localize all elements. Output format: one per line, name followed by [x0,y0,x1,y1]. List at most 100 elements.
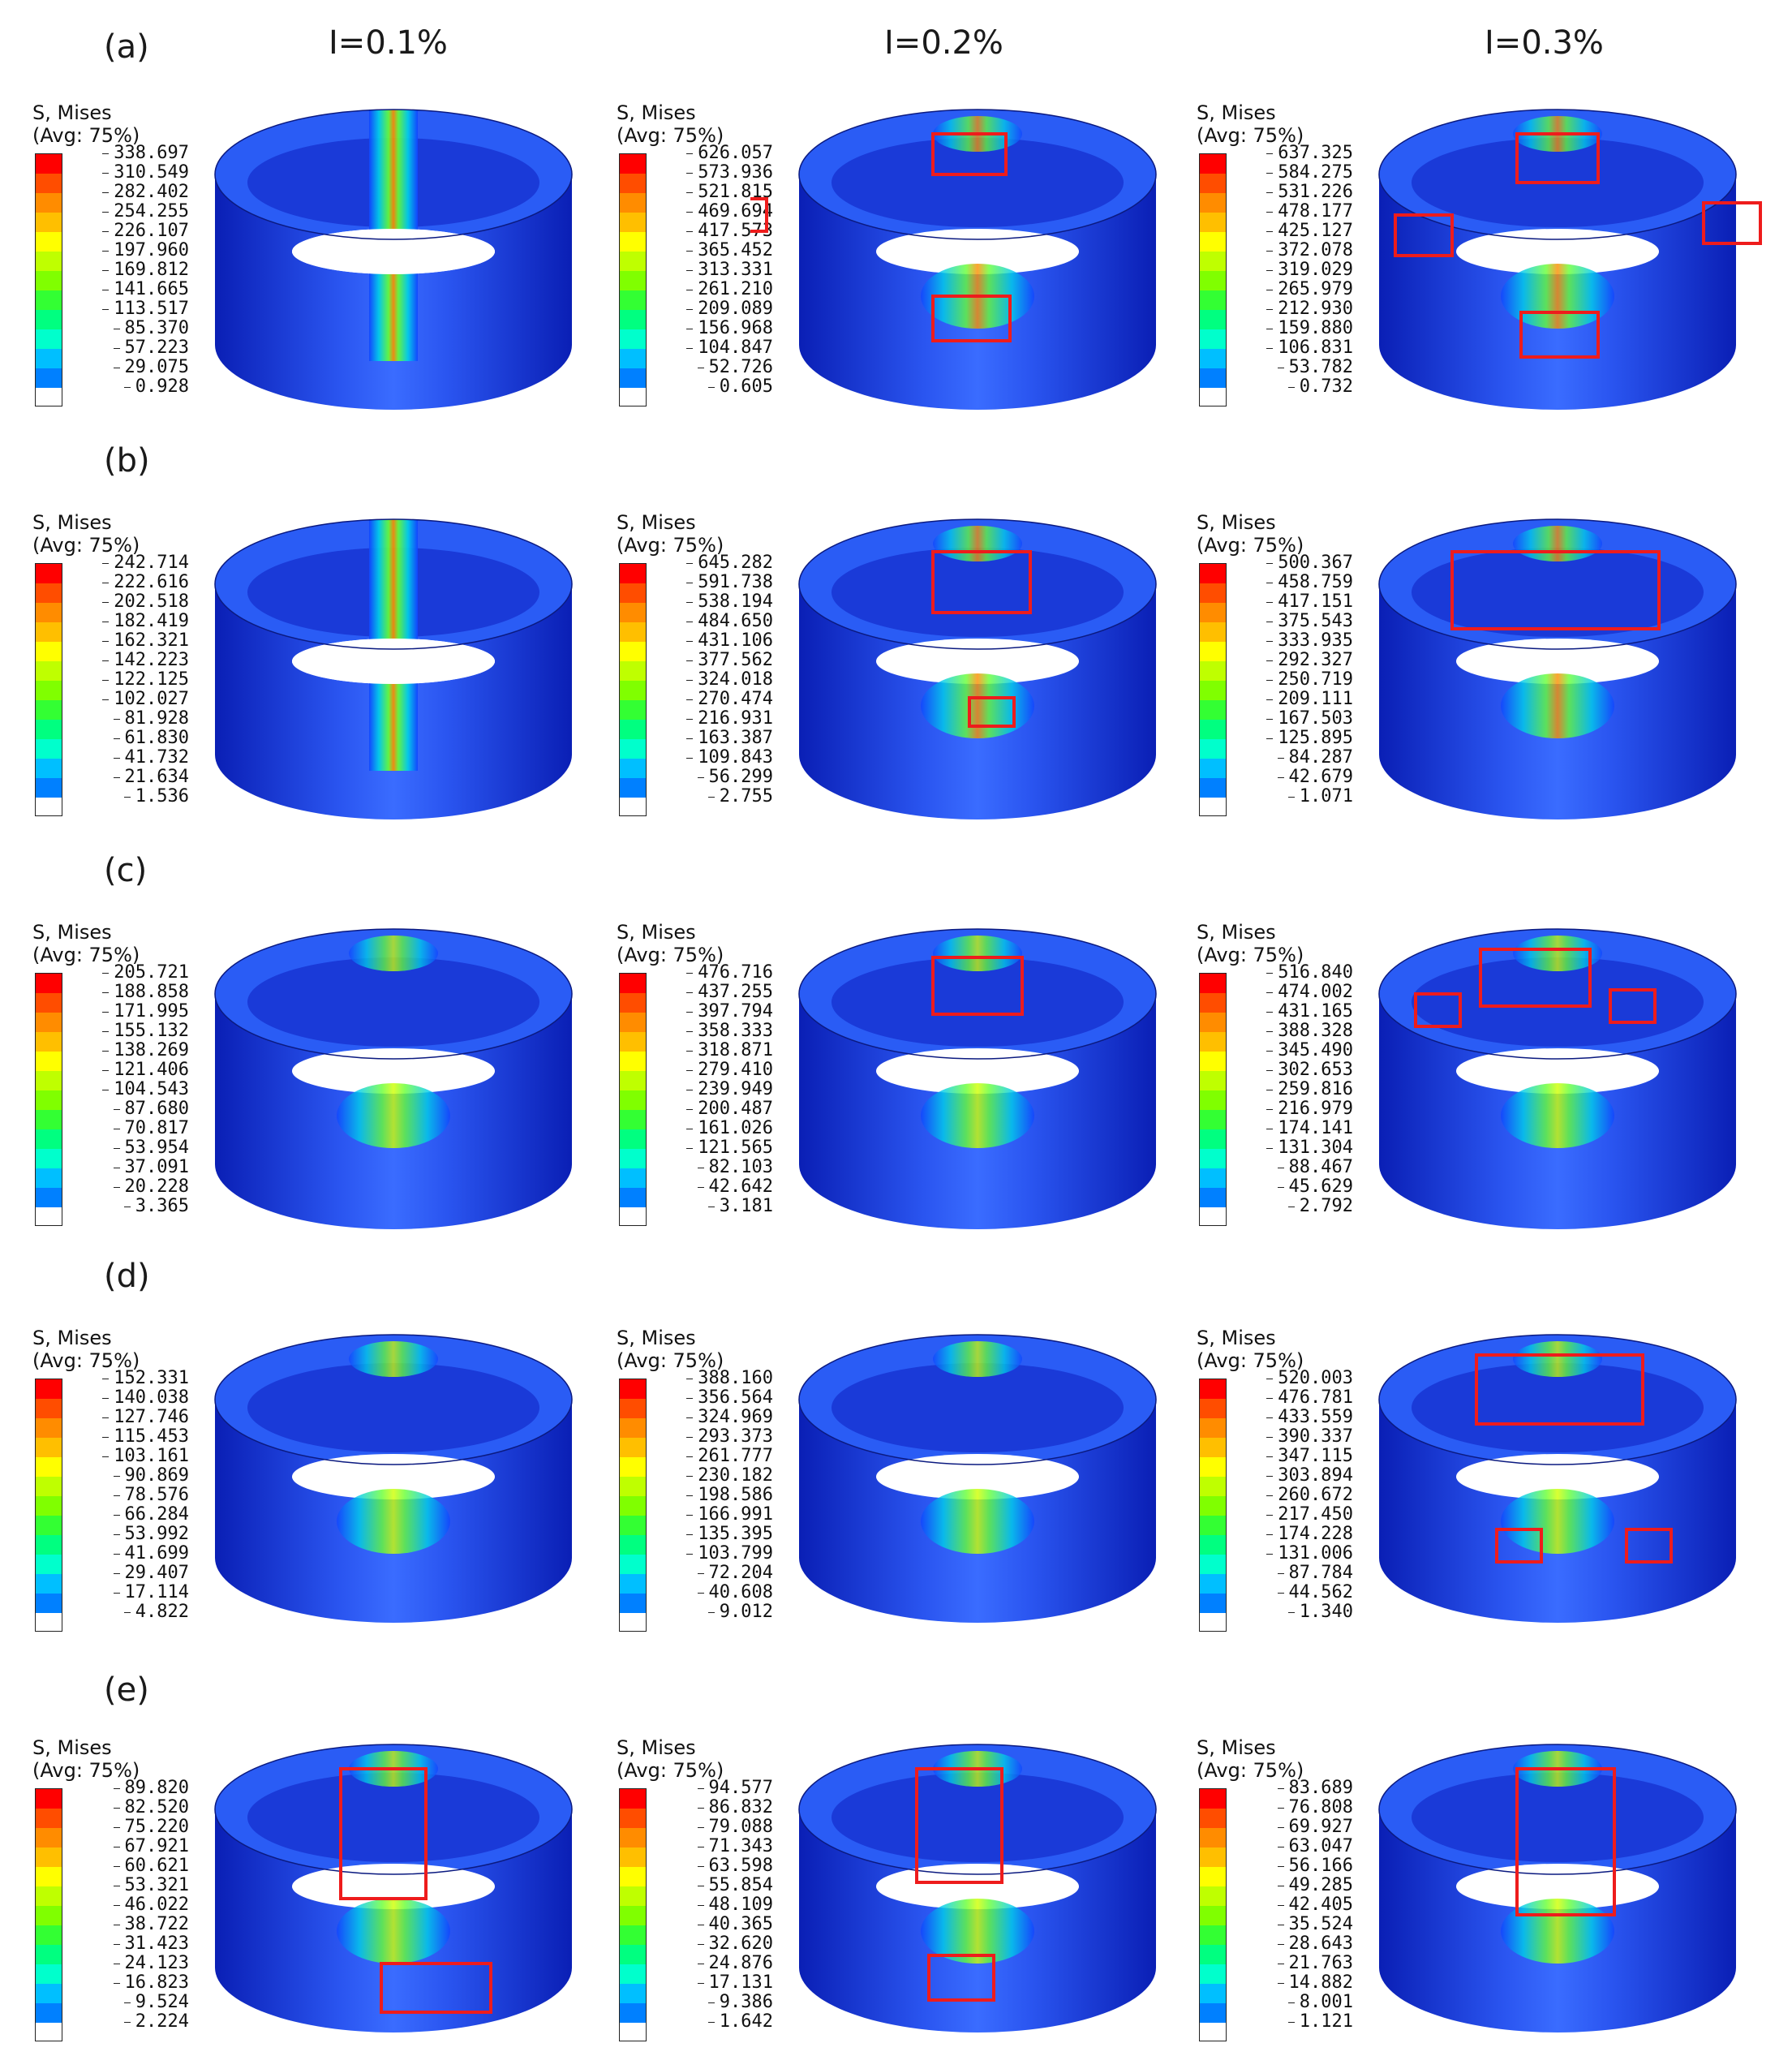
legend-swatch [1200,1906,1226,1925]
legend-tick-label: 103.161 [63,1447,189,1466]
legend-tick-label: 79.088 [647,1817,773,1837]
legend-color-bar [35,563,62,816]
legend-swatch [620,1129,646,1149]
column-header-2: I=0.2% [884,24,1003,62]
legend-tick-label: 174.141 [1227,1119,1353,1138]
legend-swatch [620,271,646,290]
legend-swatch [620,1574,646,1594]
legend-swatch [36,1438,62,1457]
legend-color-bar [35,153,62,406]
legend-swatch [1200,739,1226,759]
legend-tick-label: 32.620 [647,1934,773,1954]
legend-tick-label: 17.131 [647,1973,773,1993]
legend-swatch [36,213,62,232]
legend-tick-label: 55.854 [647,1876,773,1895]
legend-tick-label: 476.716 [647,963,773,983]
legend-swatch [620,1984,646,2003]
legend-swatch [1200,1555,1226,1574]
legend-swatch [620,622,646,642]
contour-legend: S, Mises (Avg: 75%) 242.714 222.616 202.518 1… [32,511,227,836]
stress-ring-model [1378,1334,1737,1623]
legend-swatch [620,1477,646,1496]
legend-swatch [1200,1457,1226,1477]
legend-tick-label: 474.002 [1227,983,1353,1002]
highlight-box [750,197,768,233]
legend-tick-label: 70.817 [63,1119,189,1138]
contour-legend: S, Mises (Avg: 75%) 637.325 584.275 531.226 4… [1197,101,1391,426]
legend-tick-label: 45.629 [1227,1177,1353,1197]
legend-swatch [620,154,646,174]
legend-title: S, Mises [617,921,696,944]
legend-swatch [620,1789,646,1809]
legend-swatch [620,1594,646,1613]
legend-tick-label: 3.365 [63,1197,189,1216]
legend-swatch [620,252,646,271]
legend-swatch [36,1110,62,1129]
legend-tick-label: 121.565 [647,1138,773,1158]
legend-tick-label: 56.299 [647,768,773,787]
legend-tick-label: 345.490 [1227,1041,1353,1060]
legend-swatch [620,1847,646,1867]
highlight-box [1519,311,1600,359]
legend-swatch [620,700,646,720]
legend-swatch [36,232,62,252]
legend-tick-label: 16.823 [63,1973,189,1993]
legend-title: S, Mises [1197,1327,1276,1349]
stress-ring-model [1378,928,1737,1229]
row-label: (a) [104,28,149,66]
legend-tick-label: 538.194 [647,592,773,612]
legend-tick-label: 135.395 [647,1525,773,1544]
legend-swatch [1200,1052,1226,1071]
legend-swatch [1200,1379,1226,1399]
legend-swatch [36,193,62,213]
legend-tick-label: 76.808 [1227,1798,1353,1817]
legend-tick-label: 202.518 [63,592,189,612]
legend-swatch [36,1149,62,1168]
legend-tick-label: 205.721 [63,963,189,983]
legend-tick-label: 141.665 [63,280,189,299]
legend-swatch [36,1496,62,1516]
legend-tick-label: 375.543 [1227,612,1353,631]
legend-swatch [1200,661,1226,681]
contour-legend: S, Mises (Avg: 75%) 626.057 573.936 521.815 4… [617,101,811,426]
legend-tick-label: 209.089 [647,299,773,319]
legend-title: S, Mises [32,511,112,534]
legend-tick-label: 2.755 [647,787,773,807]
legend-tick-label: 46.022 [63,1895,189,1915]
legend-tick-label: 24.123 [63,1954,189,1973]
legend-tick-label: 217.450 [1227,1505,1353,1525]
legend-tick-label: 90.869 [63,1466,189,1486]
legend-tick-label: 53.992 [63,1525,189,1544]
legend-swatch [36,661,62,681]
legend-color-bar [35,973,62,1226]
legend-tick-label: 162.321 [63,631,189,651]
legend-swatch [1200,1828,1226,1847]
legend-swatch [1200,1071,1226,1090]
legend-swatch [1200,174,1226,193]
legend-tick-label: 113.517 [63,299,189,319]
legend-swatch [1200,193,1226,213]
legend-color-bar [35,1379,62,1632]
legend-swatch [620,974,646,993]
legend-tick-label: 1.121 [1227,2012,1353,2032]
legend-swatch [620,2003,646,2023]
legend-swatch [1200,1984,1226,2003]
legend-swatch [36,1052,62,1071]
contour-legend: S, Mises (Avg: 75%) 89.820 82.520 75.220 67.9… [32,1736,227,2061]
legend-tick-label: 24.876 [647,1954,773,1973]
legend-swatch [620,583,646,603]
highlight-box [1475,1353,1644,1426]
legend-tick-label: 500.367 [1227,553,1353,573]
legend-tick-label: 167.503 [1227,709,1353,729]
legend-tick-label: 388.328 [1227,1022,1353,1041]
legend-swatch [36,642,62,661]
legend-swatch [1200,1188,1226,1207]
legend-swatch [36,974,62,993]
highlight-box [1702,201,1762,245]
highlight-box [380,1962,492,2014]
legend-tick-label: 431.106 [647,631,773,651]
legend-swatch [1200,974,1226,993]
legend-tick-label: 484.650 [647,612,773,631]
legend-swatch [1200,1110,1226,1129]
legend-tick-label: 63.047 [1227,1837,1353,1856]
